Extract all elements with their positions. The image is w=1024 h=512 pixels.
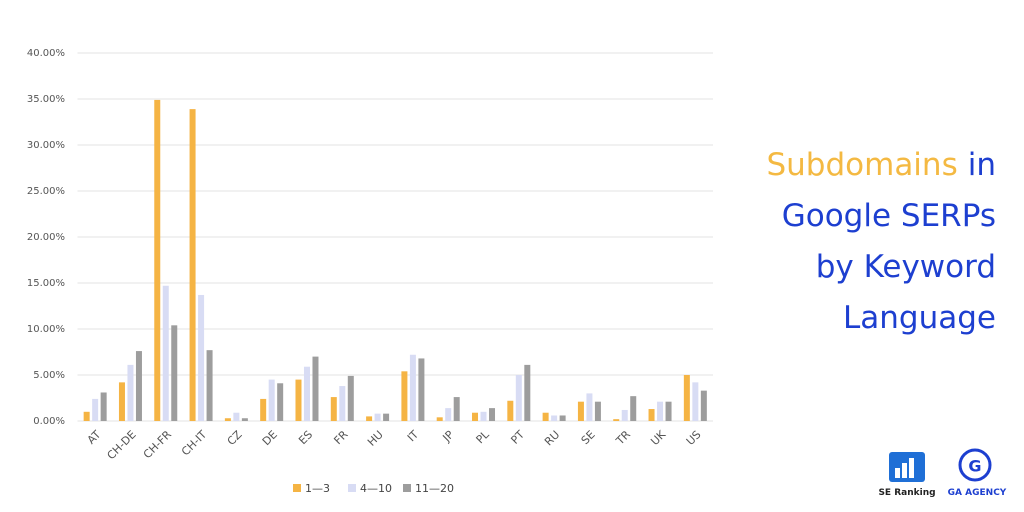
y-tick-label: 35.00% — [27, 94, 65, 105]
chart-title: Subdomains in Google SERPs by Keyword Langua… — [766, 140, 996, 344]
title-line: Subdomains in — [766, 140, 996, 191]
bar — [594, 401, 601, 421]
bar — [162, 285, 169, 421]
bar — [489, 408, 496, 421]
bar — [480, 411, 487, 421]
legend-label: 4—10 — [360, 482, 392, 495]
bar — [409, 354, 416, 421]
title-part: Language — [843, 300, 996, 336]
bar — [692, 382, 699, 421]
legend-swatch — [348, 484, 356, 492]
bar — [135, 351, 142, 421]
bar — [118, 382, 125, 421]
bar — [551, 415, 558, 421]
bar — [268, 379, 275, 421]
y-tick-label: 40.00% — [27, 48, 65, 59]
bar — [224, 418, 231, 421]
title-part: Google SERPs — [781, 198, 996, 234]
bar — [171, 325, 178, 421]
bar — [542, 412, 549, 421]
bar — [92, 398, 99, 421]
title-part: in — [967, 147, 996, 183]
ga-agency-icon — [958, 448, 992, 482]
bar — [524, 364, 531, 421]
y-tick-label: 10.00% — [27, 324, 65, 335]
bar — [559, 415, 566, 421]
bar — [515, 375, 522, 421]
bar — [198, 294, 205, 421]
legend-label: 11—20 — [415, 482, 454, 495]
logo-label: SE Ranking — [878, 488, 936, 498]
legend-label: 1—3 — [305, 482, 330, 495]
legend-swatch — [403, 484, 411, 492]
bar — [127, 364, 134, 421]
y-tick-label: 0.00% — [33, 416, 65, 427]
bar — [330, 397, 337, 421]
bar — [401, 371, 408, 421]
bar — [621, 409, 628, 421]
bar — [630, 396, 637, 421]
bar — [206, 350, 213, 421]
bar — [100, 392, 107, 421]
bar — [577, 401, 584, 421]
bar — [303, 366, 310, 421]
bar — [445, 408, 452, 421]
bar — [383, 413, 390, 421]
legend-swatch — [293, 484, 301, 492]
bar — [277, 383, 284, 421]
bar — [189, 109, 196, 422]
bar — [436, 417, 443, 421]
title-line: Language — [766, 293, 996, 344]
bar — [366, 416, 373, 421]
bar — [665, 401, 672, 421]
svg-text:G: G — [968, 457, 981, 476]
bar — [453, 397, 460, 421]
bar — [83, 411, 90, 421]
y-tick-label: 30.00% — [27, 140, 65, 151]
bar — [374, 413, 381, 421]
bar — [700, 390, 707, 421]
bar — [613, 419, 620, 421]
title-part: by Keyword — [815, 249, 996, 285]
bar — [472, 412, 479, 421]
title-line: by Keyword — [766, 242, 996, 293]
bar — [347, 375, 354, 421]
y-tick-label: 20.00% — [27, 232, 65, 243]
y-tick-label: 5.00% — [33, 370, 65, 381]
bar — [339, 386, 346, 421]
logo-label: GA AGENCY — [947, 488, 1007, 498]
bar — [586, 393, 593, 421]
bar — [233, 412, 240, 421]
bar — [648, 409, 655, 421]
bar — [241, 418, 248, 421]
title-line: Google SERPs — [766, 191, 996, 242]
bar — [154, 99, 161, 422]
bar — [418, 358, 425, 421]
title-part: Subdomains — [766, 147, 958, 183]
bar — [295, 379, 302, 421]
y-tick-label: 25.00% — [27, 186, 65, 197]
y-tick-label: 15.00% — [27, 278, 65, 289]
bar — [683, 375, 690, 421]
bar — [507, 400, 514, 421]
bar — [260, 398, 267, 421]
bar — [312, 356, 319, 421]
bar — [657, 401, 664, 421]
